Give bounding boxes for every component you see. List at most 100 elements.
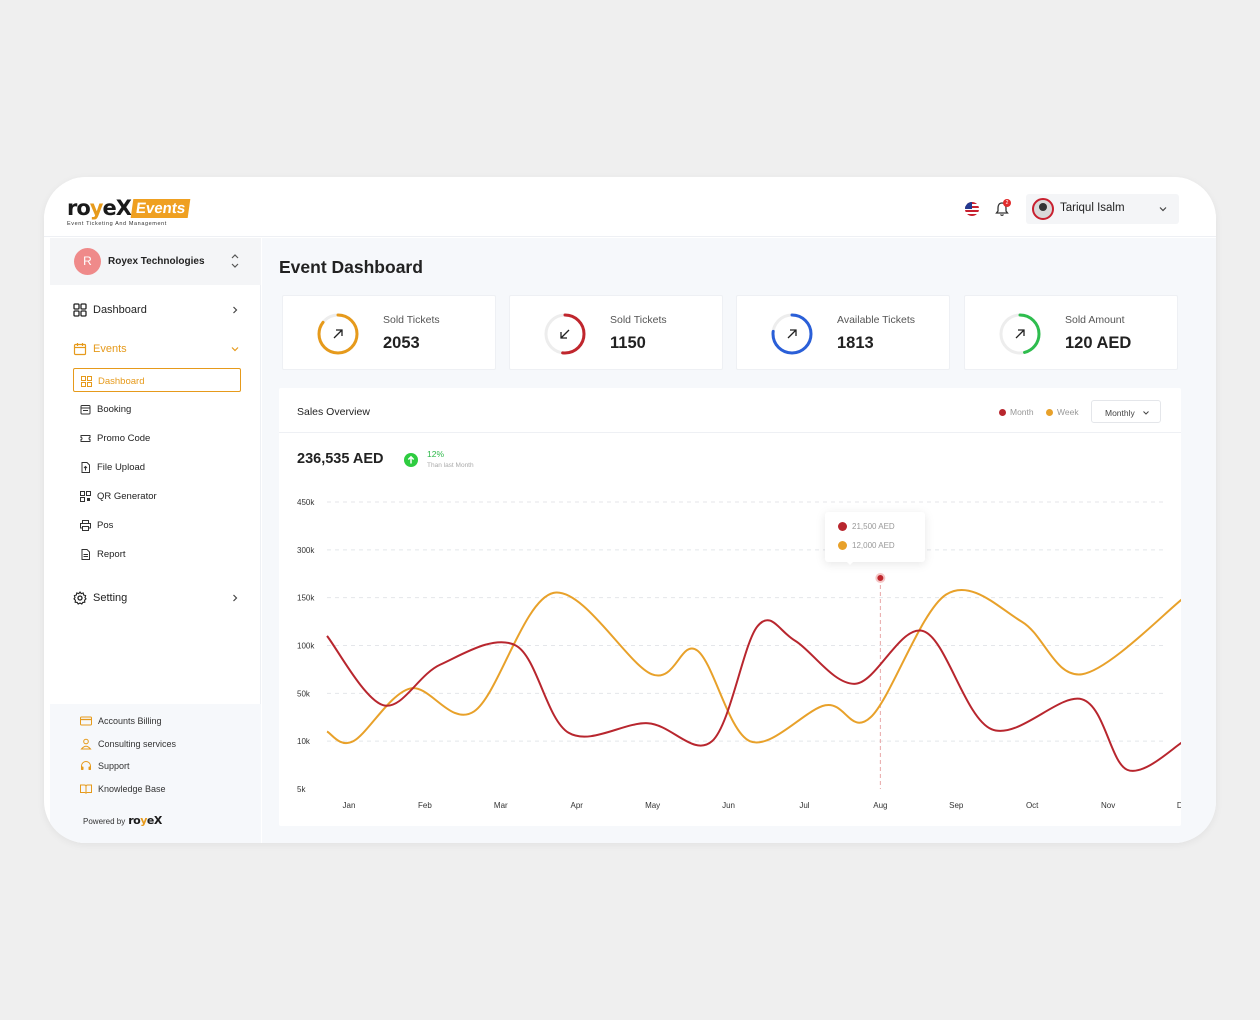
org-switcher[interactable]: R Royex Technologies [50, 238, 261, 285]
y-tick-label: 100k [297, 642, 315, 651]
stat-card-sold-tickets: Sold Tickets 2053 [282, 295, 496, 370]
chevron-right-icon [233, 594, 238, 602]
x-tick-label: Aug [873, 801, 887, 810]
notification-badge: 2 [1003, 199, 1011, 207]
x-tick-label: Sep [949, 801, 964, 810]
brand-wordmark: royeX [67, 196, 132, 220]
series-line-month[interactable] [326, 619, 1181, 772]
x-tick-label: Dec [1177, 801, 1181, 810]
x-tick-label: Mar [494, 801, 508, 810]
stat-value: 120 AED [1065, 334, 1132, 352]
tooltip-month-row: 21,500 AED [838, 522, 895, 531]
highlight-point[interactable] [875, 573, 886, 583]
main-content: Event Dashboard Sold Tickets 2053 Sold T… [262, 238, 1216, 843]
grid-icon [73, 303, 87, 317]
legend-week: Week [1046, 407, 1079, 417]
stat-card-sold-amount: Sold Amount 120 AED [964, 295, 1178, 370]
y-tick-label: 50k [297, 689, 311, 698]
app-window: royeX Events Event Ticketing And Manageme… [44, 177, 1216, 843]
headset-icon [81, 761, 91, 770]
x-tick-label: May [645, 801, 660, 810]
user-menu[interactable]: Tariqul Isalm [1026, 194, 1179, 224]
credit-card-icon [80, 716, 92, 726]
booking-icon [80, 405, 91, 415]
sidebar-item-label: Setting [93, 592, 128, 604]
sidebar-link-label: Support [98, 761, 130, 771]
sales-change-caption: Than last Month [427, 462, 474, 469]
chevron-down-icon [1143, 411, 1149, 415]
printer-icon [80, 520, 91, 531]
stat-card-available-tickets: Available Tickets 1813 [736, 295, 950, 370]
sidebar-item-label: Events [93, 343, 127, 355]
sidebar-link-label: Consulting services [98, 739, 177, 749]
sidebar-subitem-promo-code[interactable]: Promo Code [73, 426, 241, 450]
sidebar-link-label: Knowledge Base [98, 784, 166, 794]
sidebar-subitem-label: Report [97, 549, 126, 560]
y-tick-label: 300k [297, 546, 315, 555]
x-tick-label: Apr [571, 801, 584, 810]
x-tick-label: Nov [1101, 801, 1115, 810]
user-name: Tariqul Isalm [1060, 202, 1125, 214]
arrow-up-icon [404, 453, 418, 467]
chevron-down-icon [1159, 207, 1167, 212]
y-tick-label: 150k [297, 594, 315, 603]
report-icon [81, 549, 90, 560]
sidebar-item-setting[interactable]: Setting [50, 586, 261, 610]
chart-tooltip: 21,500 AED 12,000 AED [825, 512, 925, 565]
stat-value: 1150 [610, 334, 646, 352]
series-line-week[interactable] [326, 588, 1181, 744]
progress-ring-icon [317, 313, 359, 355]
sidebar-subitem-label: QR Generator [97, 491, 157, 502]
x-tick-label: Jan [343, 801, 356, 810]
stat-label: Sold Tickets [610, 314, 667, 326]
stat-value: 1813 [837, 334, 874, 352]
top-bar: royeX Events Event Ticketing And Manageme… [44, 177, 1216, 237]
x-tick-label: Feb [418, 801, 432, 810]
sidebar-subitem-report[interactable]: Report [73, 542, 241, 566]
ticket-icon [80, 435, 91, 442]
x-tick-label: Jun [722, 801, 735, 810]
user-icon [80, 738, 92, 750]
qr-code-icon [80, 491, 91, 502]
sidebar-subitem-qr-generator[interactable]: QR Generator [73, 484, 241, 508]
grid-icon [81, 376, 92, 387]
sidebar-subitem-file-upload[interactable]: File Upload [73, 455, 241, 479]
progress-ring-icon [999, 313, 1041, 355]
sidebar-subitem-booking[interactable]: Booking [73, 397, 241, 421]
sales-overview-card: Sales Overview Month Week Monthly 236,53… [279, 388, 1181, 826]
period-select-value: Monthly [1105, 408, 1135, 418]
stat-card-sold-tickets-2: Sold Tickets 1150 [509, 295, 723, 370]
sidebar-subitem-pos[interactable]: Pos [73, 513, 241, 537]
sidebar-subitem-label: Promo Code [97, 433, 151, 444]
sidebar-subitem-label: Dashboard [98, 376, 145, 387]
brand-badge: Events [130, 198, 191, 218]
sidebar-link-label: Accounts Billing [98, 716, 162, 726]
sales-line-chart[interactable]: 450k 300k 150k 100k 50k 10k 5k Jan Feb Mar Apr May J… [279, 388, 1181, 826]
brand-tagline: Event Ticketing And Management [67, 221, 167, 227]
chevron-right-icon [233, 306, 238, 314]
brand-logo[interactable]: royeX Events Event Ticketing And Manageme… [67, 196, 191, 227]
sidebar-subitem-dashboard[interactable]: Dashboard [73, 368, 241, 392]
calendar-icon [73, 343, 87, 356]
y-tick-label: 10k [297, 737, 311, 746]
powered-by: Powered by royeX [83, 814, 162, 827]
y-tick-label: 450k [297, 498, 315, 507]
gear-icon [73, 591, 87, 605]
stat-label: Sold Amount [1065, 314, 1125, 326]
sidebar-item-dashboard[interactable]: Dashboard [50, 298, 261, 322]
x-tick-label: Oct [1026, 801, 1039, 810]
expand-collapse-icon [231, 254, 239, 268]
page-title: Event Dashboard [279, 257, 423, 277]
period-select[interactable]: Monthly [1091, 400, 1161, 423]
sidebar-item-events[interactable]: Events [50, 337, 261, 361]
sidebar-subitem-label: Pos [97, 520, 114, 531]
org-name: Royex Technologies [108, 256, 205, 267]
us-flag-icon[interactable] [965, 202, 979, 216]
sales-change-percent: 12% [427, 449, 445, 459]
stat-value: 2053 [383, 334, 420, 352]
stat-label: Sold Tickets [383, 314, 440, 326]
org-avatar: R [74, 248, 101, 275]
sidebar-subitem-label: Booking [97, 404, 132, 415]
progress-ring-icon [544, 313, 586, 355]
y-tick-label: 5k [297, 785, 306, 794]
